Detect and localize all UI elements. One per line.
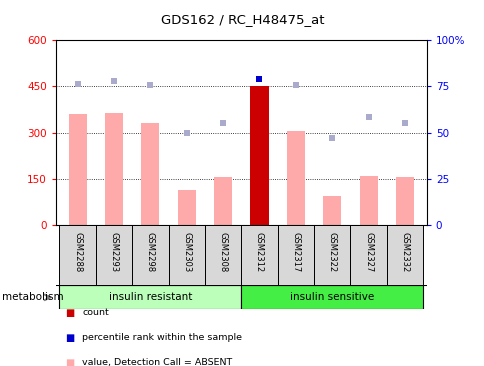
Text: GSM2317: GSM2317 [291, 232, 300, 273]
Text: GSM2332: GSM2332 [400, 232, 408, 273]
Bar [241, 285, 422, 309]
Bar [141, 123, 159, 225]
Text: insulin sensitive: insulin sensitive [289, 292, 374, 302]
Text: GSM2312: GSM2312 [255, 232, 263, 272]
Bar [168, 225, 204, 285]
Text: insulin resistant: insulin resistant [108, 292, 192, 302]
Bar [132, 225, 168, 285]
Text: metabolism: metabolism [2, 292, 64, 302]
Text: ■: ■ [65, 358, 75, 366]
Bar [349, 225, 386, 285]
Bar [95, 225, 132, 285]
Text: GSM2298: GSM2298 [146, 232, 154, 272]
Bar [241, 225, 277, 285]
Bar [68, 114, 87, 225]
Text: percentile rank within the sample: percentile rank within the sample [82, 333, 242, 342]
Bar [322, 196, 341, 225]
Bar [286, 131, 304, 225]
Bar [213, 178, 232, 225]
Text: GSM2327: GSM2327 [363, 232, 372, 273]
Bar [105, 113, 123, 225]
Bar [314, 225, 349, 285]
Text: count: count [82, 309, 109, 317]
Text: value, Detection Call = ABSENT: value, Detection Call = ABSENT [82, 358, 232, 366]
Text: GSM2293: GSM2293 [109, 232, 118, 272]
Text: GDS162 / RC_H48475_at: GDS162 / RC_H48475_at [160, 13, 324, 26]
Bar [250, 86, 268, 225]
Bar [277, 225, 314, 285]
Text: ■: ■ [65, 333, 75, 343]
Text: GSM2288: GSM2288 [73, 232, 82, 273]
Bar [204, 225, 241, 285]
Text: GSM2322: GSM2322 [327, 232, 336, 272]
Text: GSM2303: GSM2303 [182, 232, 191, 273]
Bar [359, 176, 377, 225]
Bar [59, 285, 241, 309]
Bar [386, 225, 422, 285]
Bar [59, 225, 95, 285]
Bar [177, 190, 196, 225]
Text: ■: ■ [65, 308, 75, 318]
Bar [395, 178, 413, 225]
Text: GSM2308: GSM2308 [218, 232, 227, 273]
